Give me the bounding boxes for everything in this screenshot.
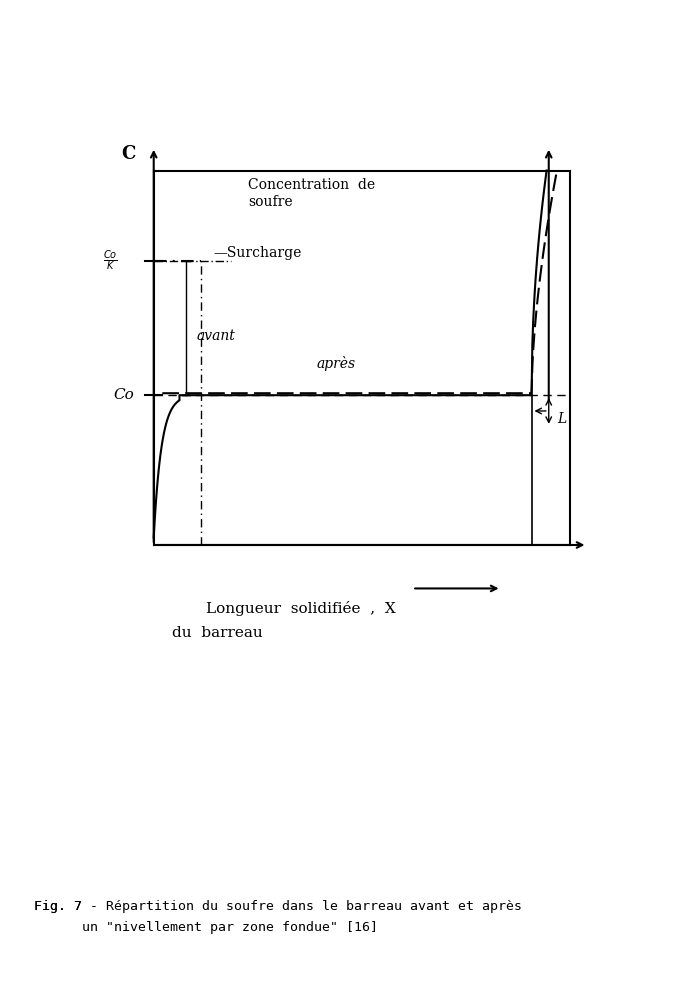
Text: L: L — [557, 412, 567, 425]
Text: Longueur  solidifiée  ,  X: Longueur solidifiée , X — [206, 601, 396, 616]
Text: avant: avant — [196, 329, 236, 343]
Text: $\frac{Co}{K}$: $\frac{Co}{K}$ — [104, 249, 118, 273]
Text: Fig. 7 - Répartition du soufre dans le barreau avant et après: Fig. 7 - Répartition du soufre dans le b… — [34, 900, 522, 912]
Text: Fig. 7: Fig. 7 — [34, 900, 82, 912]
Text: un "nivellement par zone fondue" [16]: un "nivellement par zone fondue" [16] — [82, 921, 379, 934]
Text: du  barreau: du barreau — [172, 626, 262, 640]
Text: Concentration  de
soufre: Concentration de soufre — [248, 178, 375, 209]
Text: après: après — [317, 356, 356, 371]
Text: C: C — [121, 145, 135, 163]
Text: —Surcharge: —Surcharge — [214, 247, 302, 260]
Text: Co: Co — [113, 389, 134, 403]
